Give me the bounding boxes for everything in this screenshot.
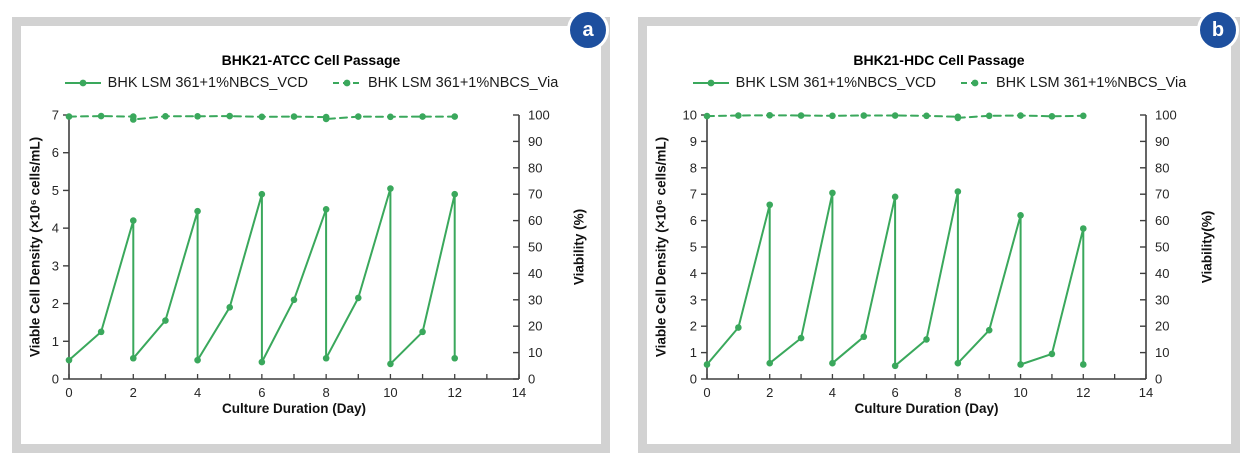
svg-text:0: 0 (1155, 372, 1162, 387)
svg-text:6: 6 (258, 385, 265, 400)
svg-text:0: 0 (703, 385, 710, 400)
svg-text:12: 12 (1076, 385, 1090, 400)
chart-legend: BHK LSM 361+1%NBCS_VCD BHK LSM 361+1%NBC… (21, 75, 601, 91)
legend-item-via: BHK LSM 361+1%NBCS_Via (332, 75, 558, 91)
svg-text:20: 20 (1155, 319, 1169, 334)
chart-title: BHK21-HDC Cell Passage (853, 52, 1025, 68)
svg-text:90: 90 (528, 134, 542, 149)
panel-label-badge-b: b (1197, 9, 1239, 51)
svg-text:14: 14 (512, 385, 526, 400)
svg-text:0: 0 (528, 372, 535, 387)
svg-text:6: 6 (892, 385, 899, 400)
legend-label-vcd: BHK LSM 361+1%NBCS_VCD (735, 75, 936, 91)
svg-text:80: 80 (1155, 160, 1169, 175)
svg-text:6: 6 (690, 213, 697, 228)
svg-text:0: 0 (690, 372, 697, 387)
x-axis-label: Culture Duration (Day) (221, 401, 366, 416)
svg-text:90: 90 (1155, 134, 1169, 149)
svg-text:2: 2 (690, 319, 697, 334)
svg-text:60: 60 (1155, 213, 1169, 228)
svg-text:3: 3 (52, 258, 59, 273)
legend-label-via: BHK LSM 361+1%NBCS_Via (367, 75, 559, 91)
svg-text:2: 2 (766, 385, 773, 400)
svg-text:3: 3 (690, 292, 697, 307)
svg-text:7: 7 (690, 187, 697, 202)
svg-text:10: 10 (1155, 345, 1169, 360)
legend-item-via: BHK LSM 361+1%NBCS_Via (960, 75, 1186, 91)
figure-panel-a: a BHK21-ATCC Cell Passage BHK LSM 361+1%… (12, 9, 610, 453)
chart-legend: BHK LSM 361+1%NBCS_VCD BHK LSM 361+1%NBC… (647, 75, 1231, 91)
svg-text:8: 8 (690, 160, 697, 175)
svg-text:70: 70 (1155, 187, 1169, 202)
svg-text:8: 8 (954, 385, 961, 400)
legend-label-vcd: BHK LSM 361+1%NBCS_VCD (107, 75, 308, 91)
svg-text:0: 0 (65, 385, 72, 400)
svg-text:30: 30 (528, 292, 542, 307)
svg-text:100: 100 (1155, 108, 1177, 123)
svg-text:12: 12 (447, 385, 461, 400)
svg-text:70: 70 (528, 187, 542, 202)
solid-line-swatch-icon (692, 79, 729, 87)
dashed-line-swatch-icon (960, 79, 989, 87)
svg-text:60: 60 (528, 213, 542, 228)
legend-item-vcd: BHK LSM 361+1%NBCS_VCD (692, 75, 936, 91)
svg-text:5: 5 (690, 240, 697, 255)
svg-text:4: 4 (829, 385, 836, 400)
svg-text:10: 10 (1013, 385, 1027, 400)
legend-label-via: BHK LSM 361+1%NBCS_Via (995, 75, 1187, 91)
svg-text:2: 2 (52, 296, 59, 311)
svg-text:8: 8 (323, 385, 330, 400)
svg-text:7: 7 (52, 108, 59, 123)
svg-text:100: 100 (528, 108, 550, 123)
svg-text:20: 20 (528, 319, 542, 334)
svg-text:10: 10 (383, 385, 397, 400)
svg-text:80: 80 (528, 160, 542, 175)
svg-text:50: 50 (528, 240, 542, 255)
svg-text:50: 50 (1155, 240, 1169, 255)
svg-text:5: 5 (52, 183, 59, 198)
solid-line-swatch-icon (64, 79, 101, 87)
svg-text:4: 4 (52, 221, 59, 236)
panel-label-badge-a: a (567, 9, 609, 51)
svg-text:1: 1 (52, 334, 59, 349)
chart-title: BHK21-ATCC Cell Passage (221, 52, 401, 68)
svg-text:10: 10 (683, 108, 697, 123)
svg-text:40: 40 (528, 266, 542, 281)
svg-text:30: 30 (1155, 292, 1169, 307)
svg-text:1: 1 (690, 345, 697, 360)
svg-text:9: 9 (690, 134, 697, 149)
svg-text:2: 2 (130, 385, 137, 400)
svg-text:40: 40 (1155, 266, 1169, 281)
svg-text:4: 4 (690, 266, 697, 281)
svg-text:6: 6 (52, 145, 59, 160)
figure-panel-b: b BHK21-HDC Cell Passage BHK LSM 361+1%N… (638, 9, 1240, 453)
dashed-line-swatch-icon (332, 79, 361, 87)
svg-text:14: 14 (1139, 385, 1153, 400)
legend-item-vcd: BHK LSM 361+1%NBCS_VCD (64, 75, 308, 91)
svg-text:4: 4 (194, 385, 201, 400)
x-axis-label: Culture Duration (Day) (854, 401, 999, 416)
svg-text:10: 10 (528, 345, 542, 360)
svg-text:0: 0 (52, 372, 59, 387)
